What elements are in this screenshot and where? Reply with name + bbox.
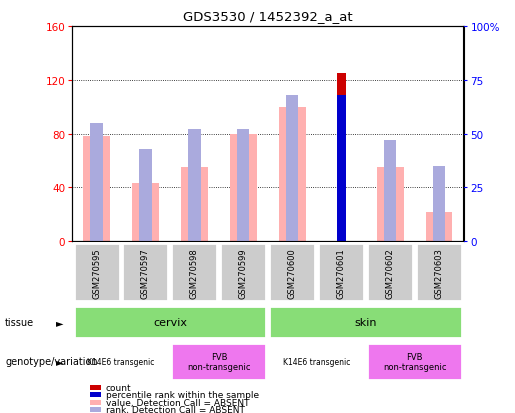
- Bar: [74, 306, 266, 339]
- Text: GSM270595: GSM270595: [92, 247, 101, 298]
- Text: K14E6 transgenic: K14E6 transgenic: [283, 357, 350, 366]
- Bar: [220, 243, 266, 301]
- Text: GSM270601: GSM270601: [337, 247, 346, 298]
- Bar: [318, 243, 364, 301]
- Text: percentile rank within the sample: percentile rank within the sample: [106, 390, 259, 399]
- Bar: [269, 343, 364, 380]
- Bar: [181, 168, 208, 242]
- Text: FVB
non-transgenic: FVB non-transgenic: [383, 352, 447, 371]
- Text: ►: ►: [56, 317, 63, 327]
- Text: genotype/variation: genotype/variation: [5, 356, 98, 366]
- Bar: [132, 184, 159, 242]
- Bar: [367, 243, 413, 301]
- Bar: [384, 141, 396, 242]
- Bar: [367, 343, 462, 380]
- Text: ►: ►: [56, 356, 63, 366]
- Bar: [337, 95, 346, 242]
- Bar: [171, 243, 217, 301]
- Bar: [74, 243, 119, 301]
- Bar: [425, 212, 453, 242]
- Bar: [230, 134, 257, 242]
- Bar: [286, 95, 298, 242]
- Bar: [171, 343, 266, 380]
- Bar: [91, 123, 102, 242]
- Text: skin: skin: [354, 317, 377, 327]
- Bar: [74, 343, 168, 380]
- Bar: [433, 166, 445, 242]
- Text: GSM270599: GSM270599: [239, 247, 248, 298]
- Title: GDS3530 / 1452392_a_at: GDS3530 / 1452392_a_at: [183, 10, 353, 23]
- Bar: [416, 243, 462, 301]
- Bar: [140, 149, 151, 242]
- Text: GSM270600: GSM270600: [288, 247, 297, 298]
- Text: K14E6 transgenic: K14E6 transgenic: [88, 357, 154, 366]
- Text: GSM270602: GSM270602: [386, 247, 394, 298]
- Text: count: count: [106, 383, 131, 392]
- Text: tissue: tissue: [5, 317, 35, 327]
- Bar: [188, 130, 200, 242]
- Text: GSM270603: GSM270603: [435, 247, 443, 298]
- Text: GSM270597: GSM270597: [141, 247, 150, 298]
- Bar: [123, 243, 168, 301]
- Bar: [237, 130, 249, 242]
- Bar: [83, 137, 110, 242]
- Bar: [376, 168, 404, 242]
- Text: cervix: cervix: [153, 317, 187, 327]
- Bar: [337, 74, 346, 242]
- Text: FVB
non-transgenic: FVB non-transgenic: [187, 352, 251, 371]
- Text: value, Detection Call = ABSENT: value, Detection Call = ABSENT: [106, 398, 249, 407]
- Text: GSM270598: GSM270598: [190, 247, 199, 298]
- Bar: [269, 243, 315, 301]
- Bar: [279, 107, 306, 242]
- Bar: [269, 306, 462, 339]
- Text: rank, Detection Call = ABSENT: rank, Detection Call = ABSENT: [106, 405, 245, 413]
